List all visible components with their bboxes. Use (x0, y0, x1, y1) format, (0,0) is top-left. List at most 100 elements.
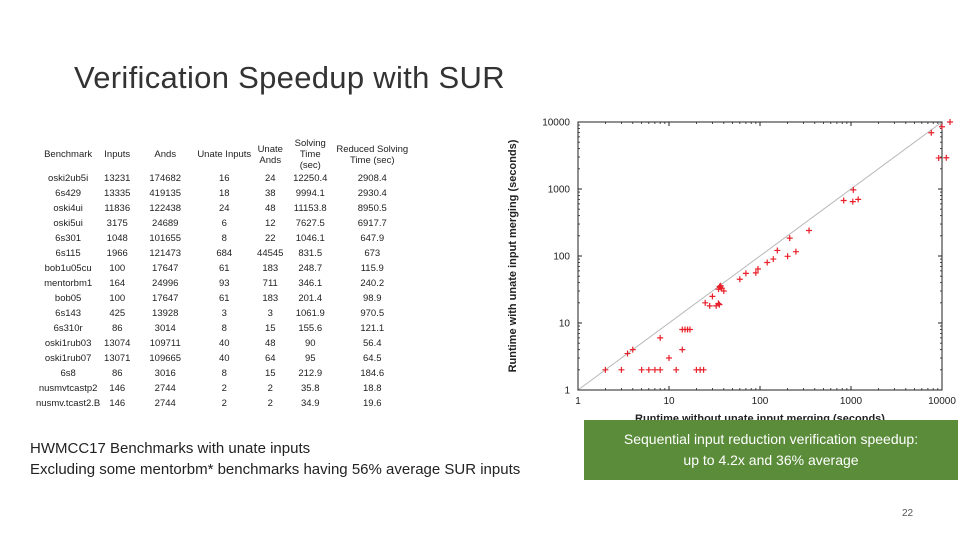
data-point (657, 334, 664, 341)
table-cell: 64 (264, 353, 276, 364)
data-point (754, 265, 761, 272)
table-cell: 6s143 (55, 308, 82, 319)
table-cell: 2744 (154, 398, 176, 409)
table-cell: 7627.5 (295, 218, 325, 229)
table-cell: 2 (267, 398, 273, 409)
x-tick-label: 10000 (928, 396, 956, 407)
table-row: oski5ui 3175 24689 6 12 7627.5 6917.7 (36, 216, 412, 231)
header-unate-ands: Unate Ands (257, 143, 283, 166)
x-tick-label: 1000 (840, 396, 863, 407)
y-tick-label: 10 (559, 319, 571, 330)
table-cell: 3016 (154, 368, 176, 379)
table-cell: 164 (109, 278, 126, 289)
table-cell: 98.9 (363, 293, 382, 304)
table-cell: 8 (221, 233, 227, 244)
table-cell: oski2ub5i (48, 173, 89, 184)
table-cell: 19.6 (363, 398, 382, 409)
data-point (806, 227, 813, 234)
y-tick-label: 1 (564, 386, 570, 397)
table-header-row: Benchmark Inputs Ands Unate Inputs Unate… (36, 138, 412, 171)
table-cell: nusmvtcastp2 (38, 383, 98, 394)
table-cell: 48 (264, 203, 276, 214)
data-point (770, 256, 777, 263)
table-cell: 12250.4 (293, 173, 328, 184)
table-cell: oski1rub03 (44, 338, 92, 349)
data-point (774, 247, 781, 254)
table-cell: 109711 (149, 338, 181, 349)
table-cell: mentorbm1 (44, 278, 93, 289)
data-point (792, 248, 799, 255)
table-row: oski1rub07 13071 109665 40 64 95 64.5 (36, 351, 412, 366)
table-cell: 1966 (106, 248, 128, 259)
data-point (702, 299, 709, 306)
table-cell: 44545 (257, 248, 284, 259)
speedup-scatter-plot: 11 10 10 100 100 1000 1000 10000 10000 Runtime wi… (507, 118, 956, 426)
table-cell: 425 (109, 308, 126, 319)
header-inputs: Inputs (104, 149, 131, 160)
table-cell: 122438 (149, 203, 182, 214)
data-point (706, 302, 713, 309)
y-tick-label: 100 (553, 252, 570, 263)
table-cell: 121.1 (360, 323, 385, 334)
table-cell: 183 (262, 263, 279, 274)
table-cell: 831.5 (298, 248, 323, 259)
table-cell: 8 (221, 323, 227, 334)
data-point (651, 366, 658, 373)
highlight-line-2: up to 4.2x and 36% average (683, 452, 859, 468)
table-row: 6s143 425 13928 3 3 1061.9 970.5 (36, 306, 412, 321)
table-cell: 6 (221, 218, 227, 229)
table-cell: 86 (111, 323, 123, 334)
table-cell: 109665 (149, 353, 182, 364)
data-point (784, 253, 791, 260)
header-ands: Ands (154, 149, 177, 160)
caption-line-2: Excluding some mentorbm* benchmarks havi… (30, 461, 521, 478)
data-point (850, 186, 857, 193)
header-unate-inputs: Unate Inputs (197, 149, 252, 160)
table-cell: 8 (221, 368, 227, 379)
table-cell: 1061.9 (295, 308, 325, 319)
table-cell: 18.8 (363, 383, 382, 394)
data-point (666, 355, 672, 362)
table-cell: 183 (262, 293, 279, 304)
table-cell: 17647 (152, 263, 179, 274)
table-cell: 684 (216, 248, 233, 259)
data-point (840, 197, 847, 204)
table-row: 6s8 86 3016 8 15 212.9 184.6 (36, 366, 412, 381)
table-cell: 2744 (154, 383, 176, 394)
table-cell: 100 (109, 263, 126, 274)
table-cell: 13231 (104, 173, 131, 184)
table-cell: 146 (109, 383, 126, 394)
table-cell: 201.4 (298, 293, 323, 304)
data-point (855, 196, 862, 203)
table-cell: 711 (262, 278, 278, 289)
table-cell: 101655 (149, 233, 182, 244)
data-point (716, 301, 723, 308)
table-cell: 146 (109, 398, 126, 409)
data-point (624, 350, 631, 357)
data-point (764, 259, 771, 266)
table-cell: 56.4 (363, 338, 382, 349)
data-point (849, 198, 856, 205)
table-cell: 6s429 (55, 188, 82, 199)
table-cell: 1048 (106, 233, 128, 244)
data-point (602, 366, 609, 373)
table-cell: 1046.1 (295, 233, 325, 244)
header-solving-time: Solving Time (sec) (294, 138, 326, 171)
table-row: mentorbm1 164 24996 93 711 346.1 240.2 (36, 276, 412, 291)
table-cell: 9994.1 (295, 188, 325, 199)
table-cell: 15 (264, 368, 276, 379)
data-point (742, 270, 749, 277)
table-cell: 184.6 (360, 368, 385, 379)
table-cell: 2908.4 (357, 173, 387, 184)
table-cell: bob1u05cu (44, 263, 92, 274)
table-cell: 38 (264, 188, 276, 199)
data-point (943, 154, 950, 161)
data-point (629, 346, 636, 353)
table-cell: 24 (264, 173, 276, 184)
table-cell: 17647 (152, 293, 179, 304)
table-cell: oski1rub07 (44, 353, 92, 364)
table-cell: 40 (218, 353, 230, 364)
table-cell: 34.9 (301, 398, 320, 409)
table-row: 6s310r 86 3014 8 15 155.6 121.1 (36, 321, 412, 336)
table-cell: 3 (267, 308, 273, 319)
